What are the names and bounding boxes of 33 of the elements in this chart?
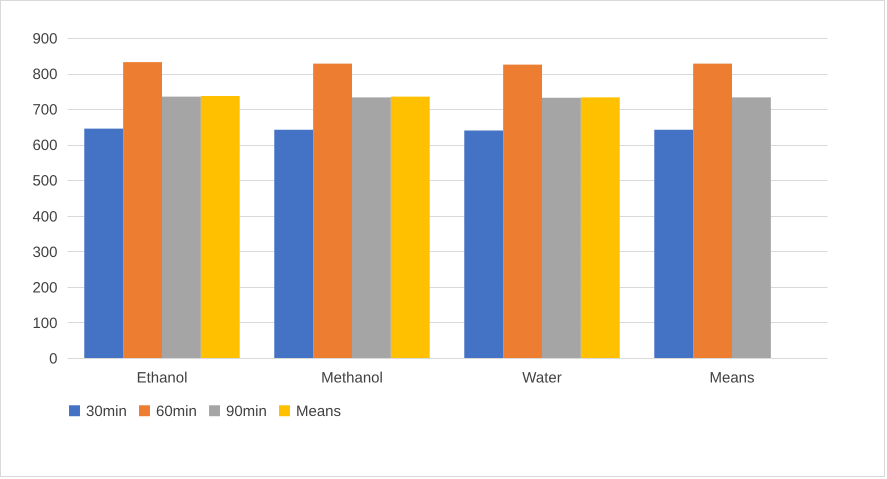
x-tick-label: Ethanol bbox=[136, 370, 188, 386]
x-tick-label: Water bbox=[522, 370, 562, 386]
y-tick-label: 700 bbox=[32, 102, 58, 119]
bar bbox=[313, 64, 352, 358]
bar bbox=[580, 97, 620, 358]
y-tick-label: 0 bbox=[49, 350, 58, 368]
x-tick-label: Means bbox=[709, 370, 755, 386]
bar bbox=[390, 96, 430, 358]
bar bbox=[464, 130, 504, 358]
x-tick-label: Methanol bbox=[321, 370, 383, 386]
legend-label: 60min bbox=[156, 402, 197, 420]
y-tick-label: 200 bbox=[32, 279, 58, 296]
legend-label: Means bbox=[296, 402, 342, 420]
bar bbox=[352, 97, 391, 358]
y-tick-label: 500 bbox=[32, 172, 58, 190]
bar bbox=[732, 97, 771, 358]
bar bbox=[162, 96, 201, 358]
y-tick-label: 800 bbox=[32, 66, 58, 84]
bar bbox=[274, 130, 314, 358]
bar bbox=[123, 62, 162, 358]
legend-label: 30min bbox=[86, 402, 127, 420]
y-tick-label: 400 bbox=[32, 208, 58, 226]
bar bbox=[654, 130, 694, 358]
y-tick-label: 100 bbox=[32, 314, 58, 332]
bar bbox=[84, 128, 124, 358]
y-tick-label: 900 bbox=[32, 30, 58, 48]
legend-label: 90min bbox=[226, 402, 267, 420]
y-tick-label: 600 bbox=[32, 137, 58, 154]
y-tick-label: 300 bbox=[32, 244, 58, 261]
bar bbox=[200, 96, 240, 358]
bar bbox=[693, 64, 732, 358]
bar bbox=[542, 98, 581, 358]
bar bbox=[503, 64, 542, 358]
